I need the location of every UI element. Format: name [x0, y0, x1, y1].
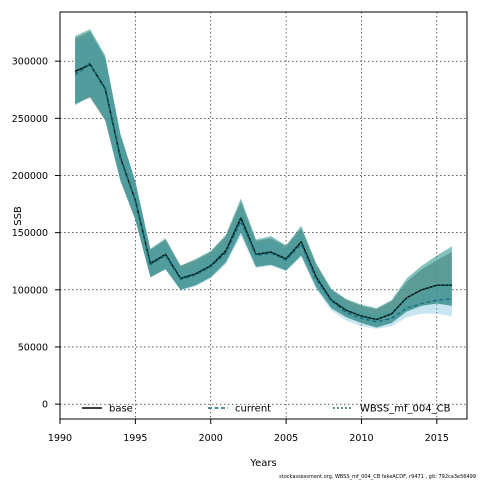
x-tick-label: 2000: [199, 433, 223, 444]
y-tick-label: 50000: [18, 342, 48, 353]
line-base: [74, 63, 452, 321]
x-tick-label: 2015: [425, 433, 449, 444]
y-tick-label: 250000: [12, 114, 48, 125]
y-tick-label: 0: [42, 400, 48, 411]
confidence-bands: [75, 29, 452, 329]
x-tick-label: 1990: [48, 433, 72, 444]
y-tick-label: 300000: [12, 57, 48, 68]
x-tick-label: 1995: [123, 433, 147, 444]
legend-label-WBSS_mf_004_CB: WBSS_mf_004_CB: [360, 404, 451, 415]
x-tick-label: 2010: [349, 433, 373, 444]
band-WBSS_mf_004_CB: [75, 29, 452, 328]
plot-frame: [59, 11, 468, 420]
y-axis-title: SSB: [13, 206, 24, 226]
y-tick-label: 200000: [12, 171, 48, 182]
legend: base current WBSS_mf_004_CB: [82, 404, 451, 415]
x-axis-title: Years: [249, 458, 276, 469]
y-axis: 0 50000 100000 150000 200000 250000 300000: [12, 57, 60, 411]
y-tick-label: 100000: [12, 285, 48, 296]
series-lines: [74, 62, 452, 323]
plot-background: [60, 12, 467, 419]
y-tick-label: 150000: [12, 228, 48, 239]
footnote: stockassessment.org, WBSS_mf_004_CB fake…: [279, 474, 476, 480]
x-tick-label: 2005: [274, 433, 298, 444]
legend-label-current: current: [235, 404, 271, 415]
x-axis: 1990 1995 2000 2005 2010 2015: [48, 419, 449, 444]
legend-label-base: base: [109, 404, 133, 415]
